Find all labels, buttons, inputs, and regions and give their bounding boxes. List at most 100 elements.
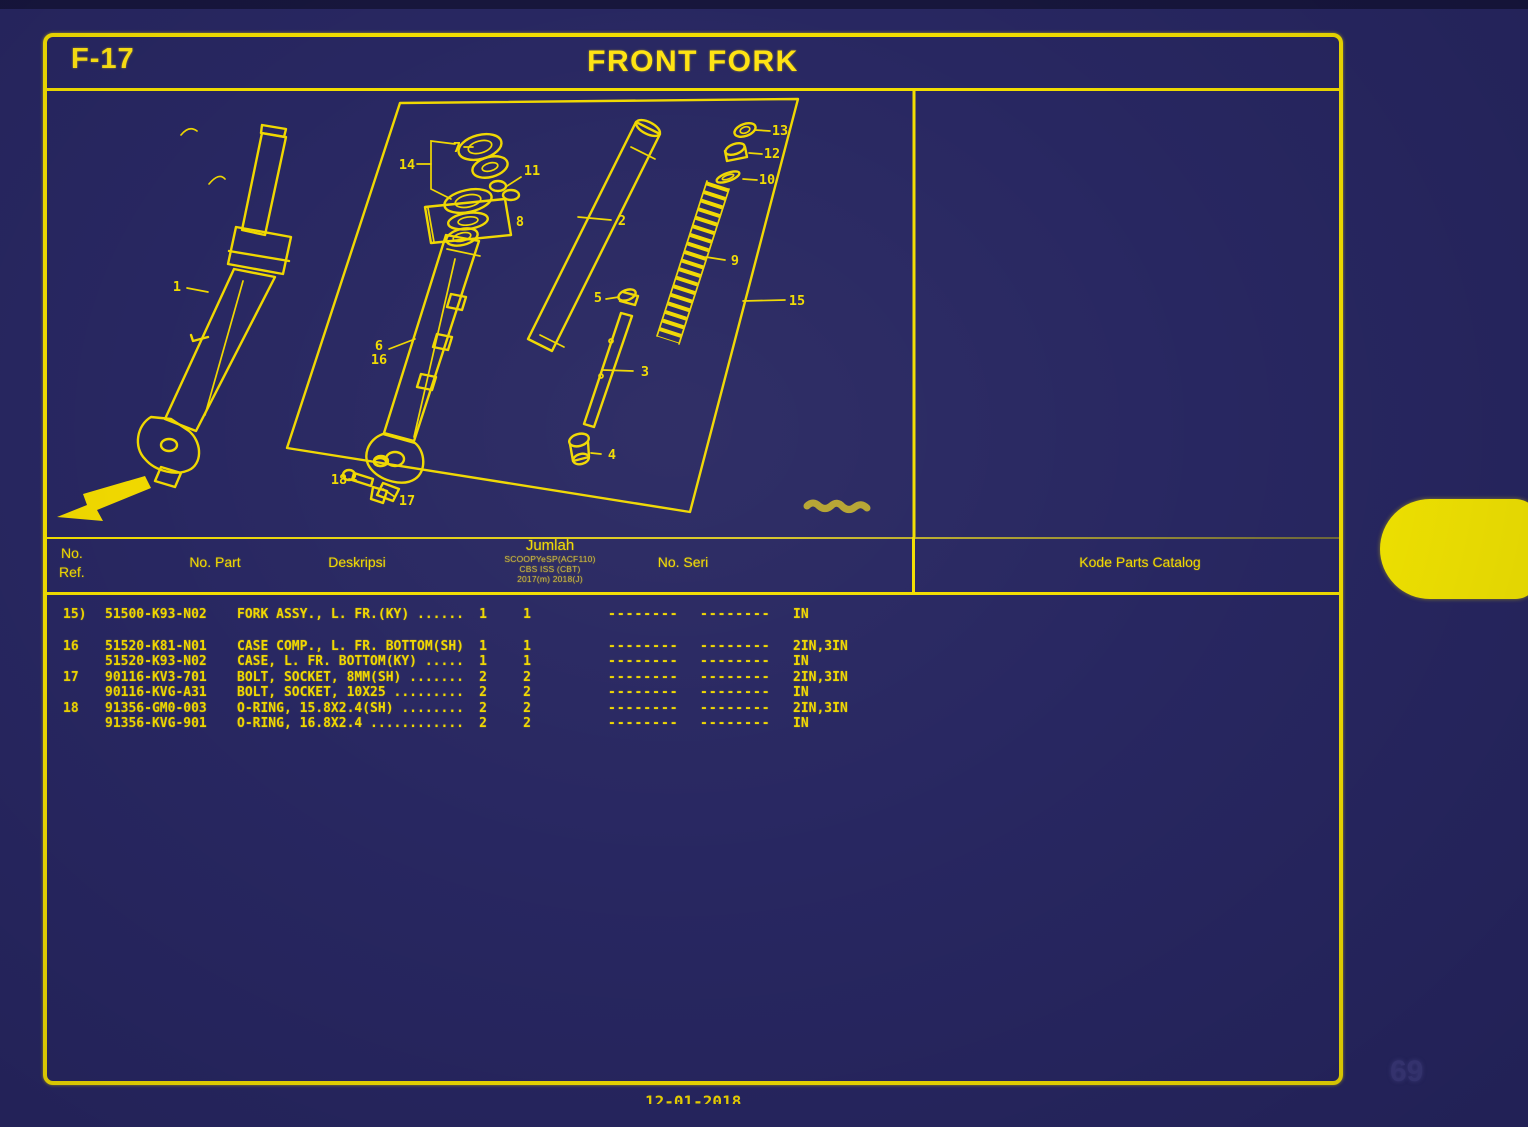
cell-dash1: --------	[608, 654, 679, 669]
diagram-callout: 16	[371, 352, 387, 368]
diagram-boundary	[285, 97, 800, 514]
jumlah-label: Jumlah	[525, 537, 575, 554]
diagram-callout: 18	[331, 472, 347, 488]
fork-pipe-drawing	[526, 118, 662, 353]
diagram-callout: 11	[524, 163, 540, 179]
cell-part: 51500-K93-N02	[105, 607, 207, 622]
diagram-code	[803, 499, 871, 513]
spring-drawing	[656, 180, 730, 345]
diagram-callout: 8	[516, 214, 524, 230]
cell-seri: IN	[793, 685, 809, 700]
cell-dash2: --------	[700, 638, 771, 654]
page-title: FRONT FORK	[587, 45, 799, 78]
bookmark-tab[interactable]	[1380, 499, 1528, 599]
cell-dash1: --------	[608, 700, 679, 716]
col-header-deskripsi: Deskripsi	[328, 554, 386, 570]
cell-part: 90116-KV3-701	[105, 669, 207, 685]
cell-desc: FORK ASSY., L. FR.(KY) ......	[237, 607, 464, 622]
jumlah-years-line: 2017(m) 2018(J)	[517, 574, 583, 584]
table-row: 90116-KVG-A31 BOLT, SOCKET, 10X25 ......…	[43, 685, 1343, 701]
diagram-callout: 1	[173, 279, 181, 295]
col-header-kode: Kode Parts Catalog	[1079, 554, 1201, 570]
callout-leaders	[186, 129, 786, 498]
cell-desc: BOLT, SOCKET, 8MM(SH) .......	[237, 669, 464, 685]
cell-desc: O-RING, 15.8X2.4(SH) ........	[237, 700, 464, 716]
header-band: F-17 FRONT FORK	[43, 33, 1343, 91]
cell-qty1: 2	[479, 685, 487, 700]
cell-dash1: --------	[608, 716, 679, 731]
cell-ref: 16	[63, 638, 79, 654]
cell-desc: CASE COMP., L. FR. BOTTOM(SH)	[237, 638, 464, 654]
cell-desc: BOLT, SOCKET, 10X25 .........	[237, 685, 464, 700]
diagram-callout: 3	[641, 364, 649, 380]
footer-date: 12-01-2018	[645, 1092, 742, 1104]
cell-qty2: 1	[523, 607, 531, 622]
parts-table-body: 15) 51500-K93-N02 FORK ASSY., L. FR.(KY)…	[43, 607, 1343, 732]
diagram-callout: 12	[764, 146, 780, 162]
table-row: 16 51520-K81-N01 CASE COMP., L. FR. BOTT…	[43, 639, 1343, 655]
cell-qty2: 1	[523, 638, 531, 654]
table-header: No. Ref. No. Part Deskripsi Jumlah SCOOP…	[43, 537, 1343, 595]
cell-dash2: --------	[700, 685, 771, 700]
col-header-ref-line1: No.	[61, 545, 83, 561]
diagram-callout: 9	[731, 253, 739, 269]
page-number-watermark: 69	[1390, 1055, 1424, 1088]
cell-qty2: 1	[523, 654, 531, 669]
diagram-callout: 13	[772, 123, 788, 139]
table-row: 15) 51500-K93-N02 FORK ASSY., L. FR.(KY)…	[43, 607, 1343, 623]
jumlah-variant-line: CBS ISS (CBT)	[519, 564, 581, 574]
table-row: 91356-KVG-901 O-RING, 16.8X2.4 .........…	[43, 716, 1343, 732]
cell-part: 90116-KVG-A31	[105, 685, 207, 700]
bottom-case-drawing	[341, 227, 481, 505]
page-code: F-17	[71, 43, 135, 75]
col-header-ref-line2: Ref.	[59, 564, 85, 580]
cell-dash2: --------	[700, 716, 771, 731]
diagram-callout: 10	[759, 172, 775, 188]
cell-desc: CASE, L. FR. BOTTOM(KY) .....	[237, 654, 464, 669]
diagram-callout: 14	[399, 157, 415, 173]
cell-ref: 17	[63, 669, 79, 685]
small-parts-drawing	[715, 122, 757, 184]
cell-dash1: --------	[608, 607, 679, 622]
cell-qty1: 1	[479, 607, 487, 622]
diagram-callout: 6	[375, 338, 383, 354]
cell-qty1: 2	[479, 716, 487, 731]
diagram-callout: 7	[453, 140, 461, 156]
table-row: 17 90116-KV3-701 BOLT, SOCKET, 8MM(SH) .…	[43, 670, 1343, 686]
cell-dash1: --------	[608, 638, 679, 654]
cell-qty2: 2	[523, 669, 531, 685]
fork-assembly-drawing	[136, 123, 293, 489]
cell-part: 91356-KVG-901	[105, 716, 207, 731]
diagram-callout: 17	[399, 493, 415, 509]
page-border: F-17 FRONT FORK	[43, 33, 1343, 1085]
cell-desc: O-RING, 16.8X2.4 ............	[237, 716, 464, 731]
cell-part: 51520-K93-N02	[105, 654, 207, 669]
cell-qty1: 1	[479, 654, 487, 669]
col-header-jumlah: Jumlah SCOOPYeSP(ACF110) CBS ISS (CBT) 2…	[470, 538, 630, 584]
cell-dash1: --------	[608, 685, 679, 700]
cell-seri: IN	[793, 654, 809, 669]
cell-ref: 15)	[63, 607, 87, 622]
cell-dash2: --------	[700, 607, 771, 622]
cell-seri: 2IN,3IN	[793, 638, 848, 654]
cell-seri: IN	[793, 716, 809, 731]
diagram-callout: 5	[594, 290, 602, 306]
cell-seri: 2IN,3IN	[793, 700, 848, 716]
cell-ref: 18	[63, 700, 79, 716]
cell-qty2: 2	[523, 700, 531, 716]
cell-qty2: 2	[523, 716, 531, 731]
cell-dash2: --------	[700, 669, 771, 685]
cell-qty2: 2	[523, 685, 531, 700]
callout-numbers: 1 2 3 4 5 6 7 8 9 10 11 12 13 14 15 16 1…	[173, 123, 805, 509]
header-column-divider	[912, 537, 915, 592]
cell-dash2: --------	[700, 700, 771, 716]
jumlah-model-line: SCOOPYeSP(ACF110)	[504, 554, 596, 564]
direction-arrow	[57, 476, 151, 521]
cell-seri: 2IN,3IN	[793, 669, 848, 685]
exploded-diagram: 1 2 3 4 5 6 7 8 9 10 11 12 13 14 15 16 1…	[57, 90, 916, 537]
cell-dash2: --------	[700, 654, 771, 669]
table-row: 51520-K93-N02 CASE, L. FR. BOTTOM(KY) ..…	[43, 654, 1343, 670]
col-header-seri: No. Seri	[657, 554, 709, 570]
diagram-callout: 2	[618, 213, 626, 229]
